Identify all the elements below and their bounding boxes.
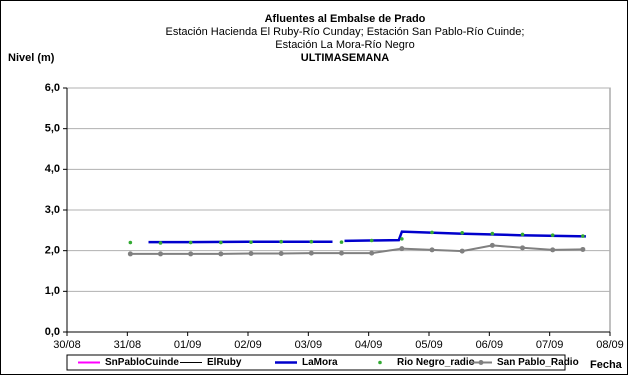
data-point: [550, 233, 555, 238]
legend-label: SnPabloCuinde: [105, 357, 179, 368]
x-tick-label: 07/09: [536, 339, 564, 351]
x-tick-label: 01/09: [174, 339, 202, 351]
y-axis-label: Nivel (m): [8, 52, 55, 64]
x-tick-label: 30/08: [53, 339, 81, 351]
data-point: [369, 238, 374, 243]
y-tick-label: 1,0: [45, 285, 60, 297]
data-point: [248, 251, 254, 257]
x-tick-label: 03/09: [295, 339, 323, 351]
data-point: [429, 247, 435, 253]
data-point: [127, 251, 133, 257]
x-tick-label: 08/09: [596, 339, 624, 351]
data-point: [128, 240, 133, 245]
data-point: [278, 251, 284, 257]
legend-symbol: [378, 360, 382, 365]
data-point: [581, 234, 585, 238]
series-line: [148, 230, 586, 244]
data-point: [520, 245, 526, 251]
data-point: [218, 251, 224, 257]
y-tick-label: 5,0: [45, 123, 60, 135]
data-point: [489, 242, 495, 248]
series-line: [130, 244, 583, 255]
x-axis-label: Fecha: [590, 359, 623, 371]
y-tick-label: 3,0: [45, 204, 60, 216]
data-point: [309, 239, 314, 244]
data-point: [369, 250, 375, 256]
data-point: [249, 240, 253, 244]
y-tick-label: 2,0: [45, 245, 60, 257]
x-tick-label: 04/09: [355, 339, 383, 351]
y-tick-label: 6,0: [45, 82, 60, 94]
y-tick-label: 4,0: [45, 163, 60, 175]
chart-subtitle: Estación Hacienda El Ruby-Río Cunday; Es…: [166, 26, 525, 38]
legend-label: LaMora: [302, 357, 338, 368]
x-tick-label: 06/09: [476, 339, 504, 351]
chart-period: ULTIMASEMANA: [301, 52, 389, 64]
x-tick-label: 02/09: [234, 339, 262, 351]
data-point: [459, 248, 465, 254]
data-point: [339, 240, 344, 244]
legend-label: Rio Negro_radio: [397, 357, 475, 368]
data-point: [188, 240, 193, 245]
data-point: [400, 237, 404, 241]
y-tick-label: 0,0: [45, 326, 60, 338]
chart-subtitle: Estación La Mora-Río Negro: [275, 39, 414, 51]
legend-label: San Pablo_Radio: [497, 357, 579, 368]
data-point: [188, 251, 194, 257]
data-point: [550, 247, 556, 253]
data-point: [219, 240, 223, 245]
data-point: [279, 239, 283, 244]
data-point: [399, 246, 405, 252]
legend-box: [66, 354, 566, 371]
data-point: [460, 230, 464, 235]
legend-label: ElRuby: [207, 357, 242, 368]
data-point: [308, 250, 314, 256]
chart-title: Afluentes al Embalse de Prado: [265, 13, 426, 25]
data-point: [580, 246, 586, 252]
x-tick-label: 31/08: [114, 339, 142, 351]
data-point: [158, 251, 164, 257]
data-point: [490, 231, 495, 236]
data-point: [520, 232, 525, 237]
data-point: [339, 250, 345, 256]
data-point: [158, 241, 163, 245]
legend-symbol: [478, 360, 484, 365]
data-point: [430, 230, 434, 235]
x-tick-label: 05/09: [415, 339, 443, 351]
